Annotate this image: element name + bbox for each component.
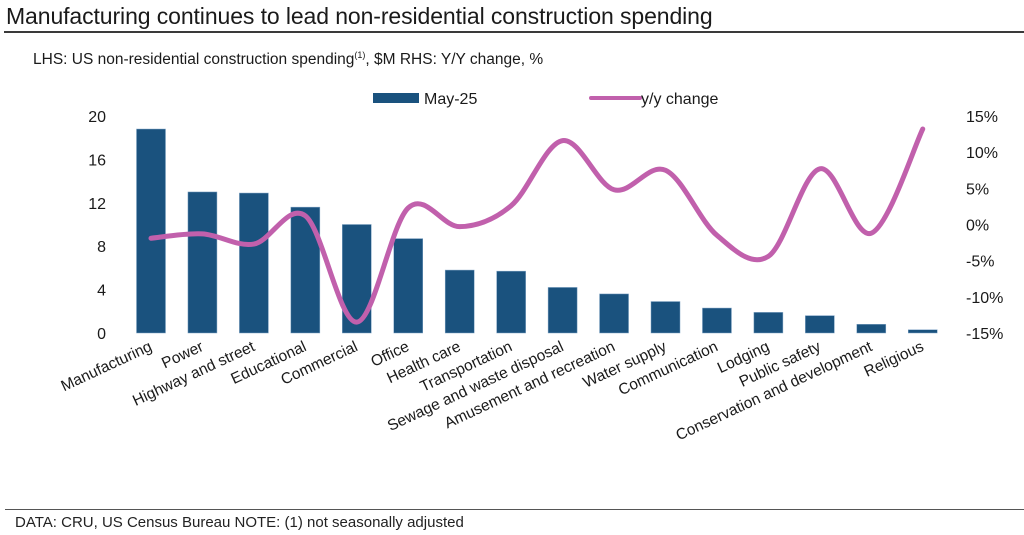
y-left-tick-label: 16: [88, 152, 106, 169]
y-right-tick-label: 5%: [966, 181, 989, 198]
bar-amusement-and-recreation: [599, 293, 629, 334]
bar-religious: [908, 329, 938, 334]
y-left-tick-label: 0: [97, 326, 106, 343]
legend: May-25 y/y change: [373, 91, 718, 108]
bar-lodging: [753, 312, 784, 334]
source-note: DATA: CRU, US Census Bureau NOTE: (1) no…: [15, 514, 464, 531]
chart-title: Manufacturing continues to lead non-resi…: [6, 3, 713, 29]
bar-conservation-and-development: [856, 324, 887, 334]
combo-chart: May-25 y/y change 0 4 8 12 16 20 -15% -10% -5% 0…: [58, 91, 1003, 444]
y-right-tick-label: -10%: [966, 290, 1003, 307]
bar-power: [187, 191, 218, 334]
y-right-tick-label: 10%: [966, 145, 998, 162]
line-series: [148, 126, 926, 325]
subtitle-footnote-marker: (1): [354, 50, 366, 60]
y-left-tick-label: 20: [88, 109, 106, 126]
subtitle-main: LHS: US non-residential construction spe…: [33, 51, 355, 68]
bar-series: [136, 128, 938, 334]
legend-swatch-bar: [373, 93, 419, 103]
y-right-tick-label: 0%: [966, 218, 989, 235]
title-rule: [4, 31, 1024, 33]
y-left-tick-label: 8: [97, 239, 106, 256]
bar-office: [393, 238, 423, 334]
y-right-tick-label: 15%: [966, 109, 998, 126]
legend-label-line: y/y change: [641, 91, 718, 108]
bar-communication: [702, 307, 732, 334]
legend-label-bar: May-25: [424, 91, 477, 108]
yoy-change-line: [148, 126, 926, 325]
y-axis-left: 0 4 8 12 16 20: [88, 109, 106, 343]
x-tick-label: Manufacturing: [58, 338, 154, 395]
bar-sewage-and-waste-disposal: [547, 287, 578, 334]
subtitle-rest: , $M RHS: Y/Y change, %: [365, 51, 544, 68]
y-right-tick-label: -5%: [966, 254, 994, 271]
x-tick-label: Religious: [861, 338, 926, 380]
bar-highway-and-street: [239, 192, 269, 334]
y-left-tick-label: 12: [88, 196, 106, 213]
bar-transportation: [496, 270, 526, 334]
bar-water-supply: [650, 301, 681, 334]
bar-public-safety: [805, 315, 835, 334]
chart-subtitle: LHS: US non-residential construction spe…: [33, 50, 543, 69]
y-right-tick-label: -15%: [966, 326, 1003, 343]
bar-health-care: [444, 269, 475, 334]
bar-manufacturing: [136, 128, 166, 334]
y-left-tick-label: 4: [97, 283, 106, 300]
y-axis-right: -15% -10% -5% 0% 5% 10% 15%: [966, 109, 1003, 343]
footer-rule: [5, 509, 1024, 510]
